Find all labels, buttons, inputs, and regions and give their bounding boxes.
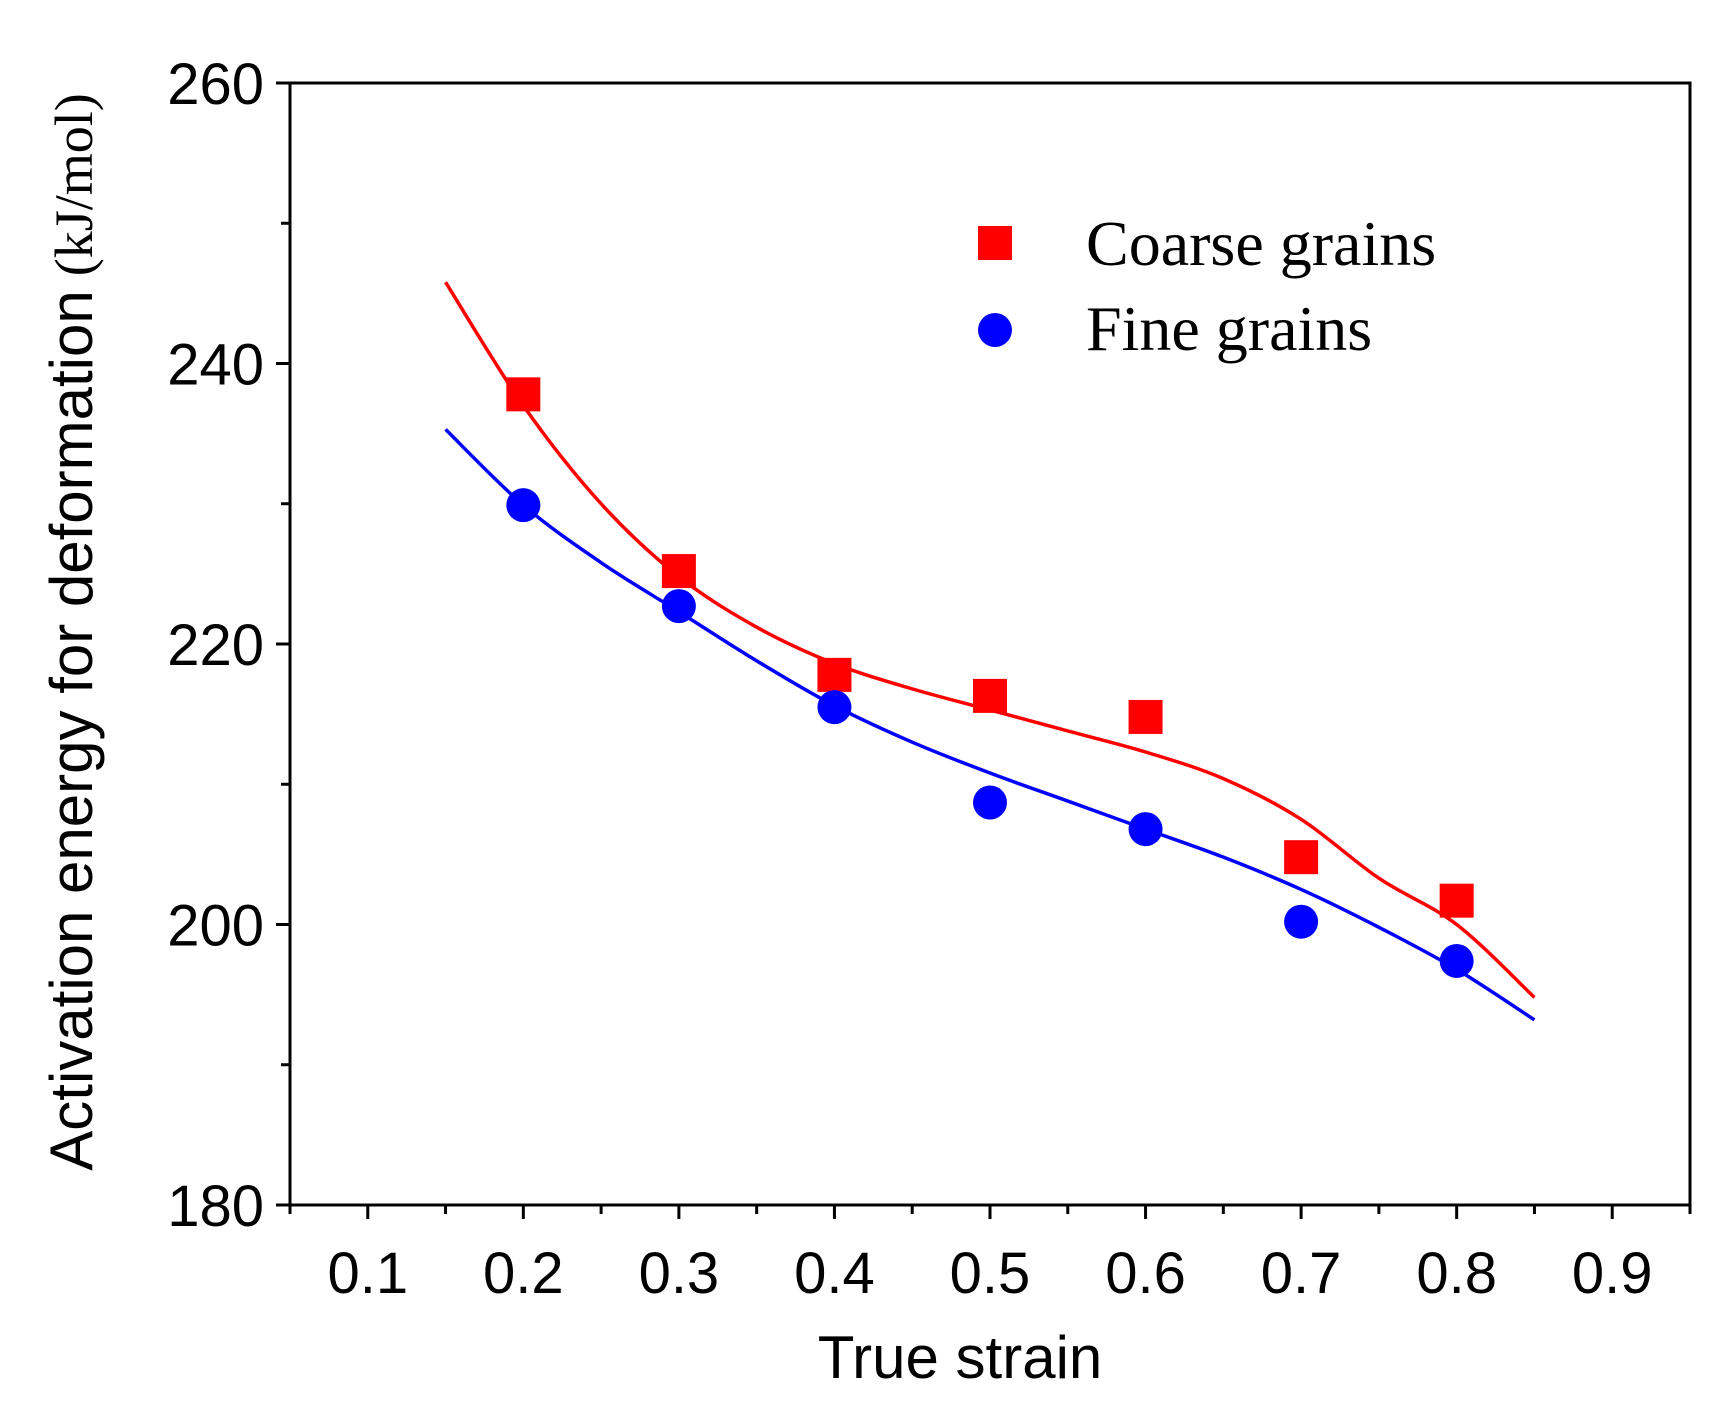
data-point-fine-grains bbox=[817, 690, 852, 725]
data-points bbox=[506, 377, 1474, 978]
y-axis-title: Activation energy for deformation (kJ/mol… bbox=[38, 93, 105, 1170]
x-tick-label: 0.4 bbox=[794, 1241, 875, 1306]
x-tick-label: 0.9 bbox=[1572, 1241, 1653, 1306]
x-tick-label: 0.6 bbox=[1105, 1241, 1186, 1306]
x-tick-label: 0.5 bbox=[950, 1241, 1031, 1306]
data-point-coarse-grains bbox=[506, 377, 541, 412]
data-point-fine-grains bbox=[1439, 943, 1474, 978]
tick-labels: 0.1 0.2 0.3 0.4 0.5 0.6 0.7 0.8 0.9 180 200 220 240 2… bbox=[167, 52, 1652, 1306]
y-tick-label: 200 bbox=[167, 894, 264, 959]
x-tick-label: 0.1 bbox=[327, 1241, 408, 1306]
fit-curves bbox=[444, 281, 1536, 1022]
x-tick-label: 0.3 bbox=[639, 1241, 720, 1306]
legend-label-fine-grains: Fine grains bbox=[1086, 293, 1372, 364]
legend-marker-fine-grains bbox=[978, 313, 1012, 347]
y-axis-title-main: Activation energy for deformation bbox=[38, 290, 105, 1170]
data-point-coarse-grains bbox=[817, 657, 852, 692]
data-point-fine-grains bbox=[661, 589, 696, 624]
data-point-coarse-grains bbox=[973, 678, 1007, 713]
legend: Coarse grains Fine grains bbox=[978, 208, 1436, 364]
data-point-coarse-grains bbox=[1284, 840, 1319, 875]
x-tick-label: 0.7 bbox=[1261, 1241, 1342, 1306]
legend-label-coarse-grains: Coarse grains bbox=[1086, 208, 1436, 279]
data-point-fine-grains bbox=[973, 785, 1007, 820]
y-tick-label: 260 bbox=[167, 52, 264, 117]
x-tick-label: 0.2 bbox=[483, 1241, 564, 1306]
data-point-coarse-grains bbox=[661, 554, 696, 589]
data-point-fine-grains bbox=[1128, 812, 1163, 847]
data-point-fine-grains bbox=[506, 488, 541, 523]
data-point-fine-grains bbox=[1284, 904, 1319, 939]
x-tick-label: 0.8 bbox=[1416, 1241, 1497, 1306]
x-axis-title: True strain bbox=[818, 1324, 1103, 1391]
legend-marker-coarse-grains bbox=[978, 226, 1012, 260]
fit-curve-fine-grains bbox=[444, 428, 1536, 1022]
plot-frame bbox=[288, 81, 1692, 1207]
data-point-coarse-grains bbox=[1439, 883, 1474, 918]
y-tick-label: 180 bbox=[167, 1174, 264, 1239]
y-axis-title-unit: (kJ/mol) bbox=[44, 93, 104, 276]
fit-curve-coarse-grains bbox=[444, 281, 1536, 999]
data-point-coarse-grains bbox=[1128, 699, 1163, 734]
svg-text:Activation energy for deformat: Activation energy for deformation (kJ/mol… bbox=[38, 93, 105, 1170]
y-tick-label: 220 bbox=[167, 613, 264, 678]
y-tick-label: 240 bbox=[167, 333, 264, 398]
